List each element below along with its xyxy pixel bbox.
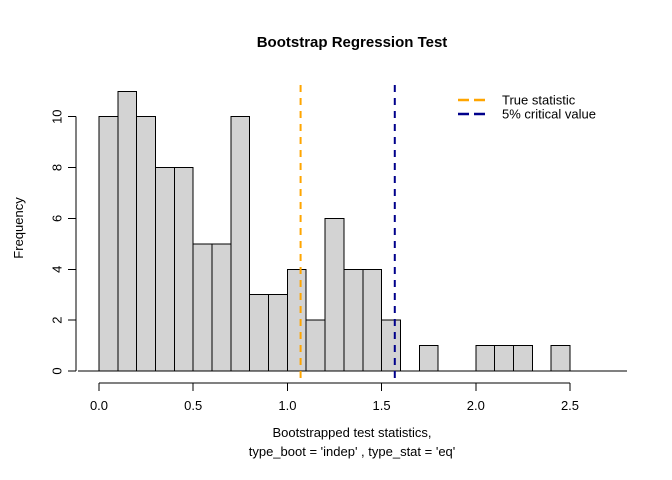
histogram-bar [475, 345, 496, 372]
y-axis-label: Frequency [11, 197, 26, 259]
x-tick-label: 2.5 [561, 398, 579, 413]
x-axis-label-line2: type_boot = 'indep' , type_stat = 'eq' [249, 444, 456, 459]
y-tick-label: 6 [50, 215, 65, 222]
y-tick-label: 10 [50, 109, 65, 123]
x-tick-label: 0.0 [90, 398, 108, 413]
x-tick-label: 0.5 [184, 398, 202, 413]
x-tick-label: 1.0 [278, 398, 296, 413]
legend-label-critical-value: 5% critical value [502, 107, 596, 122]
reference-lines [299, 85, 396, 383]
x-axis-label-line1: Bootstrapped test statistics, [273, 425, 432, 440]
histogram-bar [324, 217, 345, 372]
y-tick-label: 8 [50, 164, 65, 171]
histogram-bar [155, 167, 175, 372]
legend: True statistic 5% critical value [458, 93, 596, 122]
histogram-bar [268, 294, 288, 372]
histogram-bar [98, 116, 119, 372]
axes: 0.0 0.5 1.0 1.5 2.0 2.5 0 2 4 6 8 10 [50, 109, 627, 413]
histogram-bar [117, 90, 138, 372]
histogram-bar [192, 243, 213, 372]
histogram-bar [512, 345, 533, 372]
histogram-bar [286, 268, 307, 372]
histogram-bars [98, 90, 571, 372]
histogram-bar [381, 319, 401, 372]
histogram-bar [494, 345, 514, 372]
histogram-bar [418, 345, 439, 372]
legend-label-true-statistic: True statistic [502, 93, 576, 108]
x-tick-label: 2.0 [467, 398, 485, 413]
y-tick-label: 0 [50, 367, 65, 374]
histogram-bar [230, 116, 251, 372]
y-tick-label: 4 [50, 266, 65, 273]
histogram-bar [305, 319, 326, 372]
histogram-bar [249, 294, 270, 372]
histogram-bar [343, 268, 364, 372]
y-tick-label: 2 [50, 317, 65, 324]
chart-title: Bootstrap Regression Test [257, 34, 448, 51]
x-tick-label: 1.5 [373, 398, 391, 413]
histogram-bar [550, 345, 571, 372]
histogram-bar [173, 167, 194, 372]
histogram-bar [136, 116, 157, 372]
histogram-bar [211, 243, 232, 372]
histogram-bar [362, 268, 383, 372]
